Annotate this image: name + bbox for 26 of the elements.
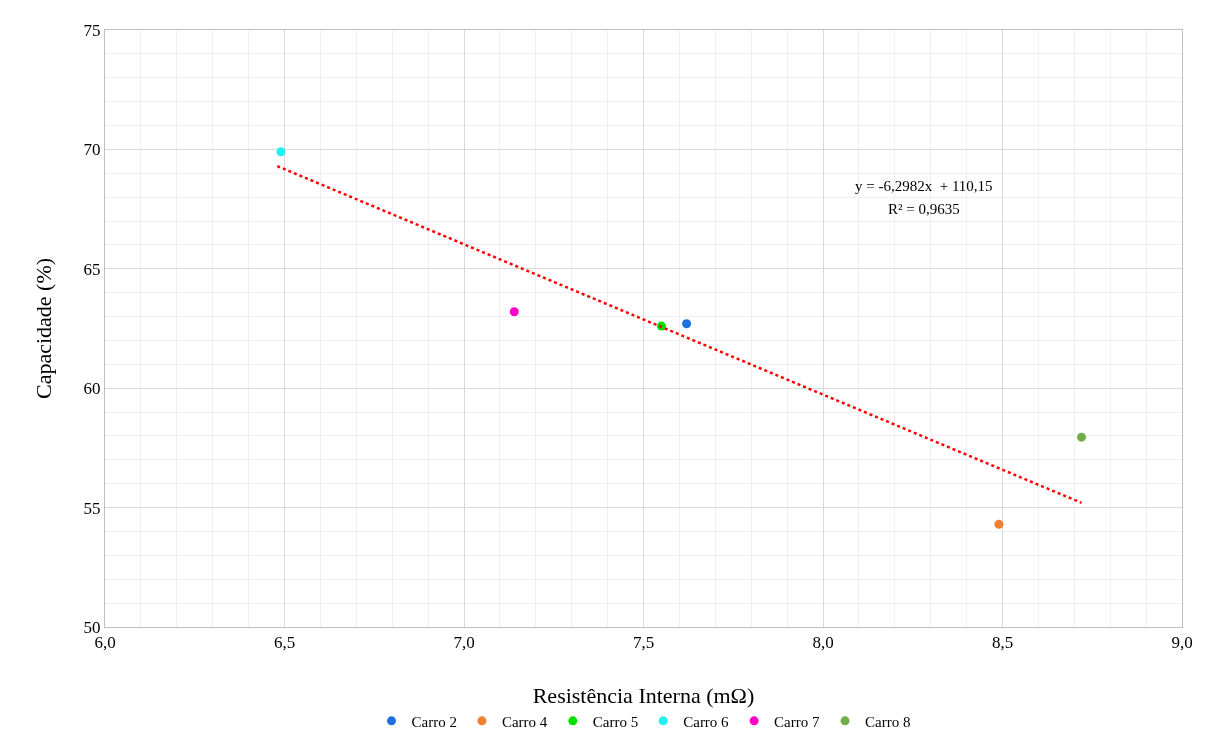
legend-label: Carro 8 — [865, 713, 911, 730]
x-tick-label: 6,5 — [273, 633, 296, 653]
x-tick-label: 7,5 — [632, 633, 655, 653]
legend-label: Carro 6 — [683, 713, 730, 730]
y-tick-label: 60 — [83, 379, 101, 399]
y-tick-label: 65 — [83, 259, 101, 279]
point — [994, 519, 1004, 529]
y-tick-label: 70 — [83, 140, 101, 160]
y-axis-title: Capacidade (%) — [31, 257, 56, 400]
legend-label: Carro 4 — [501, 713, 548, 730]
annotation: y = -6,2982x + 110,15 — [855, 178, 993, 194]
x-axis-title: Resistência Interna (mΩ) — [532, 683, 755, 708]
point — [509, 307, 519, 317]
legend-label: Carro 7 — [774, 713, 821, 730]
x-tick-label: 8,0 — [812, 633, 834, 653]
x-tick-label: 7,0 — [453, 633, 475, 653]
y-tick-label: 75 — [83, 20, 101, 40]
annotation: R² = 0,9635 — [888, 201, 960, 217]
point — [682, 319, 692, 329]
legend-label: Carro 2 — [411, 713, 457, 730]
point — [1076, 432, 1086, 442]
y-tick-label: 55 — [83, 498, 101, 518]
legend-label: Carro 5 — [592, 713, 639, 730]
point — [276, 147, 286, 157]
x-tick-label: 9,0 — [1171, 633, 1193, 653]
x-tick-label: 8,5 — [991, 633, 1014, 653]
